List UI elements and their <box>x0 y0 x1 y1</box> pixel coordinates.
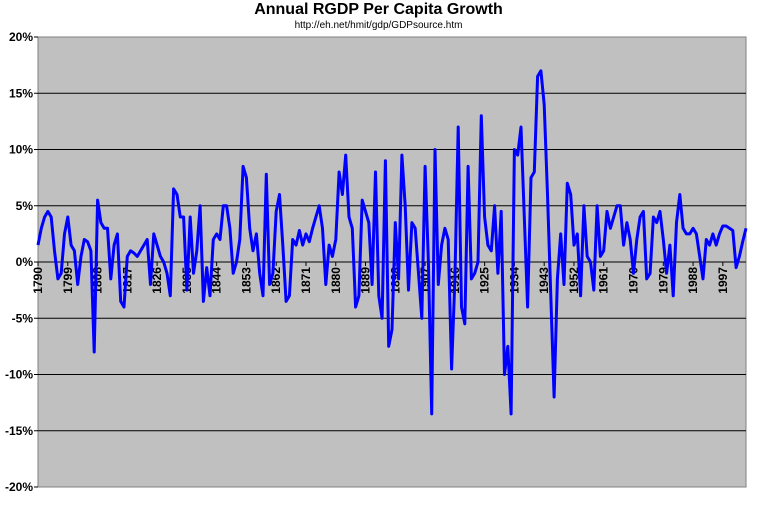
y-tick-label: -20% <box>5 480 33 494</box>
x-tick-label: 1943 <box>537 267 551 294</box>
x-tick-label: 1925 <box>478 267 492 294</box>
y-tick-label: 10% <box>9 143 33 157</box>
gridlines <box>38 92 746 432</box>
x-tick-label: 1880 <box>329 267 343 294</box>
y-tick-label: 5% <box>16 199 34 213</box>
y-tick-label: 15% <box>9 86 33 100</box>
y-tick-label: 20% <box>9 30 33 44</box>
series-layer <box>36 69 748 416</box>
x-tick-label: 1844 <box>210 267 224 294</box>
y-axis-ticks: 20% 15% 10% 5% 0% -5% -10% -15% -20% <box>5 30 38 494</box>
y-tick-label: -10% <box>5 368 33 382</box>
x-tick-label: 1790 <box>31 267 45 294</box>
x-tick-label: 1826 <box>150 267 164 294</box>
x-tick-label: 1853 <box>239 267 253 294</box>
series-line <box>36 69 748 416</box>
x-tick-label: 1934 <box>507 267 521 294</box>
x-axis-ticks: 1790 1799 1808 1817 1826 1835 1844 1853 1862 1871… <box>31 262 730 294</box>
x-tick-label: 1871 <box>299 267 313 294</box>
x-tick-label: 1970 <box>627 267 641 294</box>
x-tick-label: 1961 <box>597 267 611 294</box>
y-tick-label: -15% <box>5 424 33 438</box>
y-tick-label: 0% <box>16 255 34 269</box>
x-tick-label: 1799 <box>61 267 75 294</box>
y-tick-label: -5% <box>12 311 34 325</box>
chart-title: Annual RGDP Per Capita Growth <box>254 1 503 18</box>
x-tick-label: 1952 <box>567 267 581 294</box>
x-tick-label: 1997 <box>716 267 730 294</box>
chart-subtitle: http://eh.net/hmit/gdp/GDPsource.htm <box>294 20 463 31</box>
x-tick-label: 1808 <box>91 267 105 294</box>
x-tick-label: 1988 <box>686 267 700 294</box>
x-tick-label: 1889 <box>359 267 373 294</box>
